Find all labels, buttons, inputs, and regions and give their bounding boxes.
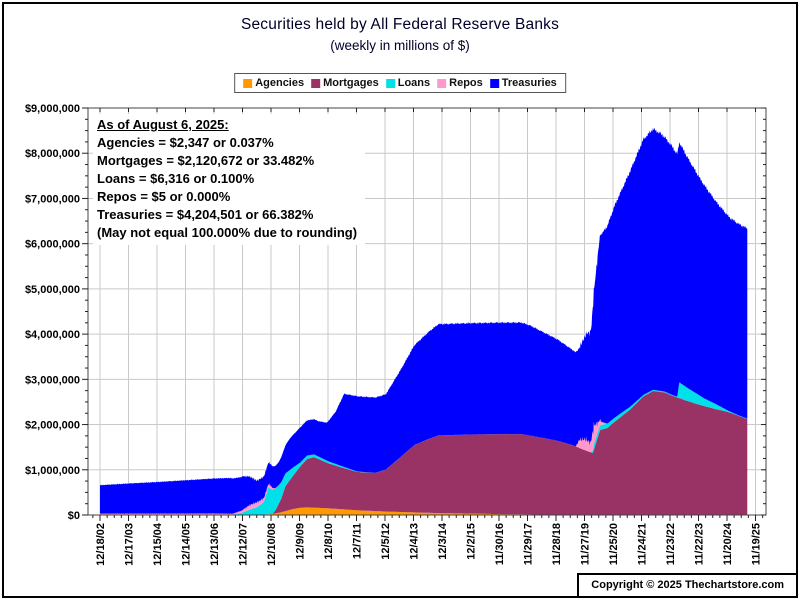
- legend-swatch-agencies: [243, 78, 253, 88]
- legend-item-agencies: Agencies: [243, 77, 304, 89]
- as-of-line-loans: Loans = $6,316 or 0.100%: [97, 171, 255, 186]
- x-axis-label: 12/8/10: [323, 523, 335, 560]
- x-axis-label: 12/4/13: [409, 523, 421, 560]
- x-axis-label: 12/5/12: [380, 523, 392, 560]
- y-axis-label: $3,000,000: [25, 374, 80, 386]
- y-axis-label: $8,000,000: [25, 148, 80, 160]
- area-mortgages: [100, 390, 748, 515]
- x-axis-label: 11/19/25: [751, 523, 763, 565]
- as-of-annotation: As of August 6, 2025: Agencies = $2,347 …: [93, 114, 366, 245]
- x-axis-label: 12/7/11: [352, 523, 364, 559]
- as-of-line-agencies: Agencies = $2,347 or 0.037%: [97, 135, 274, 150]
- x-axis-label: 12/14/05: [181, 523, 193, 566]
- x-axis-label: 12/10/08: [266, 523, 278, 566]
- legend-label: Mortgages: [323, 77, 379, 89]
- legend-swatch-mortgages: [311, 78, 321, 88]
- x-axis-label: 11/22/23: [694, 523, 706, 565]
- y-axis-label: $9,000,000: [25, 103, 80, 115]
- area-loans: [100, 382, 748, 515]
- legend-swatch-treasuries: [489, 78, 499, 88]
- as-of-line-repos: Repos = $5 or 0.000%: [97, 189, 231, 204]
- x-axis-label: 12/12/07: [238, 523, 250, 566]
- as-of-line-mortgages: Mortgages = $2,120,672 or 33.482%: [97, 153, 315, 168]
- copyright-notice: Copyright © 2025 Thechartstore.com: [577, 573, 796, 596]
- x-axis-label: 12/3/14: [437, 522, 449, 560]
- y-axis-label: $2,000,000: [25, 420, 80, 432]
- chart-title: Securities held by All Federal Reserve B…: [240, 16, 560, 33]
- x-axis-label: 11/30/16: [494, 523, 506, 565]
- legend-item-mortgages: Mortgages: [311, 77, 379, 89]
- x-axis-label: 11/25/20: [608, 523, 620, 565]
- as-of-title: As of August 6, 2025:: [97, 117, 229, 132]
- area-agencies: [100, 507, 748, 515]
- y-axis-label: $1,000,000: [25, 465, 80, 477]
- legend-label: Loans: [397, 77, 431, 89]
- x-axis-label: 12/2/15: [466, 523, 478, 560]
- legend-item-loans: Loans: [385, 77, 431, 89]
- legend-label: Treasuries: [501, 77, 557, 89]
- x-axis-label: 12/15/04: [152, 522, 164, 566]
- legend-swatch-repos: [437, 78, 447, 88]
- chart-subtitle: (weekly in millions of $): [330, 38, 470, 53]
- legend-item-treasuries: Treasuries: [489, 77, 557, 89]
- x-axis-label: 11/20/24: [722, 522, 734, 565]
- legend-item-repos: Repos: [437, 77, 483, 89]
- y-axis-label: $0: [68, 510, 80, 522]
- y-axis-label: $7,000,000: [25, 193, 80, 205]
- x-axis-label: 11/29/17: [523, 523, 535, 565]
- y-axis-label: $5,000,000: [25, 284, 80, 296]
- x-axis-label: 11/24/21: [637, 523, 649, 565]
- as-of-line-treasuries: Treasuries = $4,204,501 or 66.382%: [97, 207, 314, 222]
- area-treasuries: [100, 127, 748, 514]
- legend-label: Repos: [449, 77, 483, 89]
- x-axis-label: 11/27/19: [580, 523, 592, 565]
- legend-swatch-loans: [385, 78, 395, 88]
- legend-label: Agencies: [255, 77, 305, 89]
- x-axis-label: 12/13/06: [209, 523, 221, 566]
- y-axis-label: $6,000,000: [25, 239, 80, 251]
- as-of-line-rounding: (May not equal 100.000% due to rounding): [97, 225, 358, 240]
- x-axis-label: 12/18/02: [95, 523, 107, 566]
- legend: Agencies Mortgages Loans Repos Treasuries: [234, 73, 566, 93]
- x-axis-label: 11/23/22: [665, 523, 677, 565]
- x-axis-label: 11/28/18: [551, 523, 563, 565]
- y-axis-label: $4,000,000: [25, 329, 80, 341]
- x-axis-label: 12/17/03: [124, 523, 136, 566]
- x-axis-label: 12/9/09: [295, 523, 307, 560]
